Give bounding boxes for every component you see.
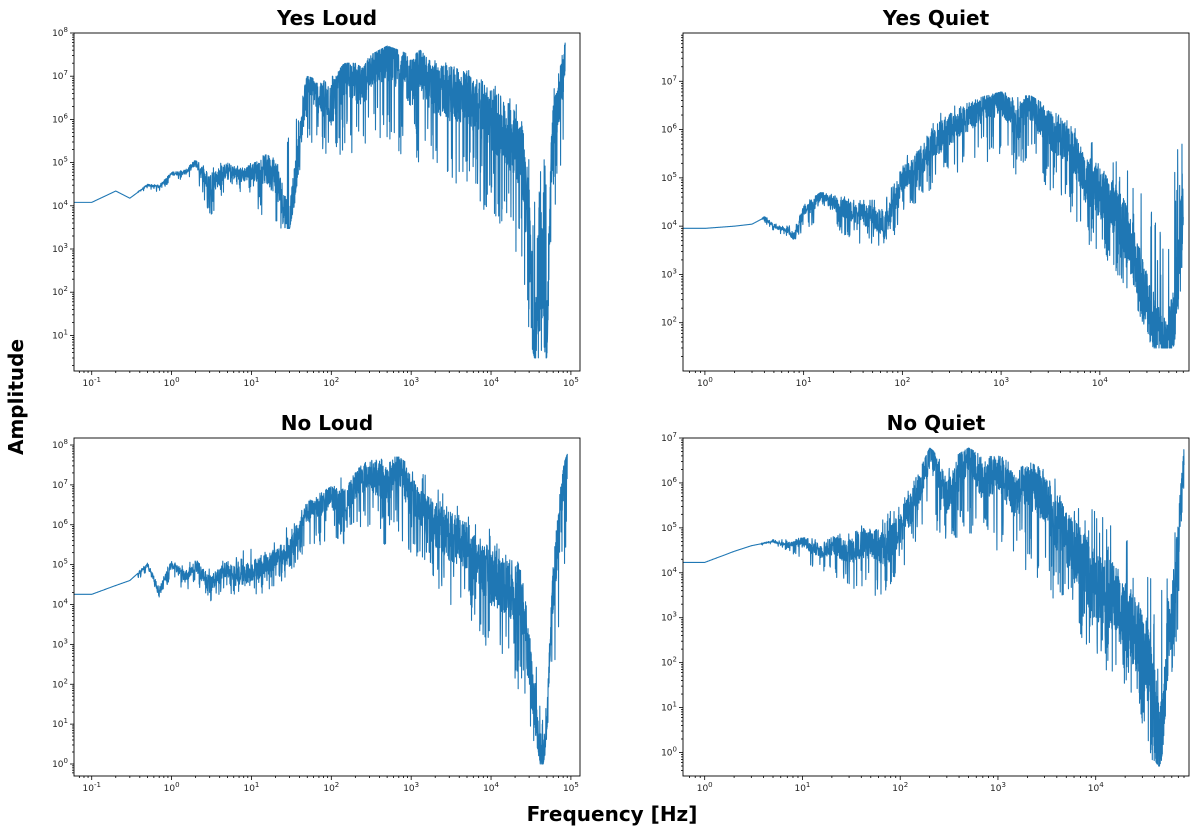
figure-ylabel: Amplitude: [4, 339, 28, 455]
series-line: [74, 42, 566, 359]
x-tick-label: 100: [697, 376, 713, 389]
figure-xlabel: Frequency [Hz]: [527, 802, 698, 826]
x-tick-label: 105: [563, 376, 579, 389]
y-tick-label: 107: [661, 431, 677, 444]
y-tick-label: 103: [52, 242, 68, 255]
y-tick-label: 108: [52, 26, 68, 39]
y-tick-label: 101: [661, 701, 677, 714]
y-tick-label: 100: [661, 746, 677, 759]
y-tick-label: 100: [52, 757, 68, 770]
y-tick-label: 108: [52, 438, 68, 451]
axes-frame: [682, 32, 1190, 372]
x-tick-label: 103: [993, 376, 1009, 389]
y-tick-label: 102: [661, 656, 677, 669]
y-tick-label: 101: [52, 328, 68, 341]
x-tick-label: 10-1: [82, 376, 100, 389]
axes-frame: [73, 32, 581, 372]
y-tick-label: 101: [52, 717, 68, 730]
y-tick-label: 107: [661, 74, 677, 87]
y-tick-label: 105: [661, 521, 677, 534]
series-line: [74, 453, 568, 765]
y-tick-label: 102: [661, 316, 677, 329]
x-tick-label: 101: [243, 781, 259, 794]
x-tick-label: 103: [403, 781, 419, 794]
axes-frame: [73, 437, 581, 777]
y-tick-label: 104: [52, 598, 68, 611]
y-tick-label: 107: [52, 478, 68, 491]
x-tick-label: 104: [483, 781, 499, 794]
y-tick-label: 103: [661, 611, 677, 624]
x-tick-label: 102: [894, 376, 910, 389]
y-tick-label: 106: [52, 112, 68, 125]
y-tick-label: 107: [52, 69, 68, 82]
x-tick-label: 100: [164, 376, 180, 389]
x-tick-label: 101: [796, 376, 812, 389]
subplot-no-quiet: No Quiet 100 101 102 103 104 100 101 102 103 104 10…: [661, 411, 1190, 794]
x-tick-label: 105: [563, 781, 579, 794]
subplot-yes-loud: Yes Loud 10-1 100 101 102 103 104 105 101 102 103 1…: [52, 6, 581, 389]
x-tick-label: 104: [483, 376, 499, 389]
x-tick-label: 101: [243, 376, 259, 389]
subplot-title: Yes Loud: [276, 6, 377, 30]
y-tick-label: 105: [52, 156, 68, 169]
x-tick-label: 102: [892, 781, 908, 794]
y-tick-label: 104: [661, 566, 677, 579]
y-tick-label: 104: [52, 199, 68, 212]
y-tick-label: 103: [52, 637, 68, 650]
y-tick-label: 102: [52, 677, 68, 690]
y-tick-label: 106: [661, 476, 677, 489]
y-tick-label: 103: [661, 267, 677, 280]
series-line: [683, 447, 1185, 767]
x-tick-label: 104: [1088, 781, 1104, 794]
subplot-no-loud: No Loud 10-1 100 101 102 103 104 105 100 101 102 10…: [52, 411, 581, 794]
subplot-title: Yes Quiet: [882, 6, 990, 30]
x-tick-label: 103: [990, 781, 1006, 794]
y-tick-label: 105: [661, 171, 677, 184]
axes-frame: [682, 437, 1190, 777]
y-tick-label: 106: [52, 518, 68, 531]
y-tick-label: 104: [661, 219, 677, 232]
series-line: [683, 91, 1184, 349]
subplot-title: No Quiet: [887, 411, 986, 435]
y-tick-label: 102: [52, 285, 68, 298]
x-tick-label: 101: [794, 781, 810, 794]
x-tick-label: 100: [164, 781, 180, 794]
x-tick-label: 103: [403, 376, 419, 389]
x-tick-label: 102: [323, 376, 339, 389]
x-tick-label: 104: [1092, 376, 1108, 389]
y-tick-label: 105: [52, 558, 68, 571]
x-tick-label: 100: [697, 781, 713, 794]
y-tick-label: 106: [661, 123, 677, 136]
x-tick-label: 102: [323, 781, 339, 794]
x-tick-label: 10-1: [82, 781, 100, 794]
subplot-title: No Loud: [281, 411, 373, 435]
subplot-yes-quiet: Yes Quiet 100 101 102 103 104 102 103 104 105 106 1…: [661, 6, 1190, 389]
